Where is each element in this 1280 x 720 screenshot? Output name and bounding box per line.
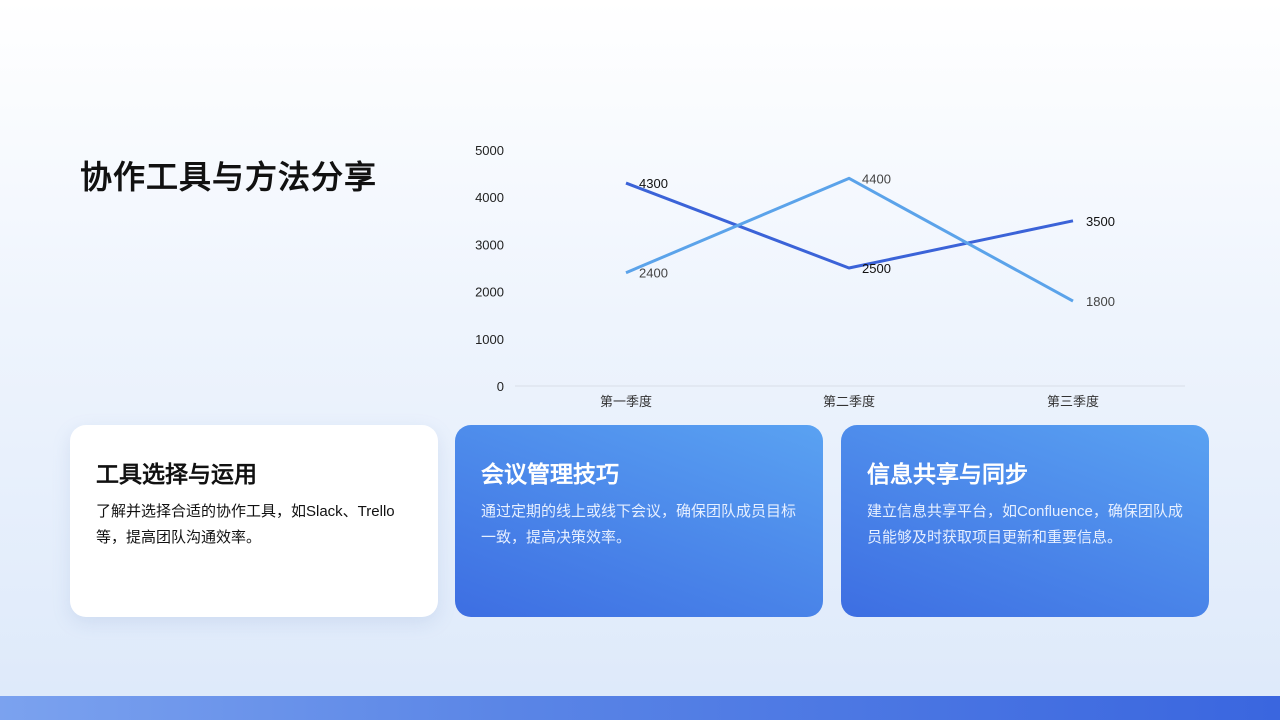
- data-label: 3500: [1086, 214, 1115, 229]
- card-tool-selection: 工具选择与运用 了解并选择合适的协作工具，如Slack、Trello等，提高团队…: [70, 425, 438, 617]
- data-label: 4400: [862, 171, 891, 186]
- card-title: 会议管理技巧: [481, 461, 619, 487]
- data-label: 2400: [639, 266, 668, 281]
- x-tick-label: 第二季度: [823, 394, 875, 409]
- data-label: 2500: [862, 261, 891, 276]
- y-tick-label: 0: [497, 379, 504, 394]
- card-info-sharing: 信息共享与同步 建立信息共享平台，如Confluence，确保团队成员能够及时获…: [841, 425, 1209, 617]
- card-text: 建立信息共享平台，如Confluence，确保团队成员能够及时获取项目更新和重要…: [867, 503, 1183, 546]
- y-tick-label: 2000: [475, 285, 504, 300]
- y-tick-label: 3000: [475, 237, 504, 252]
- y-tick-label: 1000: [475, 332, 504, 347]
- data-label: 4300: [639, 176, 668, 191]
- card-text: 通过定期的线上或线下会议，确保团队成员目标一致，提高决策效率。: [481, 503, 797, 546]
- slide-title: 协作工具与方法分享: [80, 159, 378, 195]
- y-tick-label: 5000: [475, 143, 504, 158]
- y-tick-label: 4000: [475, 190, 504, 205]
- card-title: 信息共享与同步: [867, 461, 1028, 487]
- series-line-0: [625, 181, 1074, 270]
- line-chart: 0 1000 2000 3000 4000 5000 第一季度 第二季度 第三季度 4300 250…: [475, 143, 1185, 409]
- x-tick-label: 第一季度: [600, 394, 652, 409]
- card-text: 了解并选择合适的协作工具，如Slack、Trello等，提高团队沟通效率。: [96, 503, 395, 546]
- card-meeting-management: 会议管理技巧 通过定期的线上或线下会议，确保团队成员目标一致，提高决策效率。: [455, 425, 823, 617]
- data-label: 1800: [1086, 294, 1115, 309]
- series-line-1: [625, 176, 1074, 303]
- footer-bar: [0, 696, 1280, 720]
- x-tick-label: 第三季度: [1047, 394, 1099, 409]
- card-title: 工具选择与运用: [96, 461, 257, 487]
